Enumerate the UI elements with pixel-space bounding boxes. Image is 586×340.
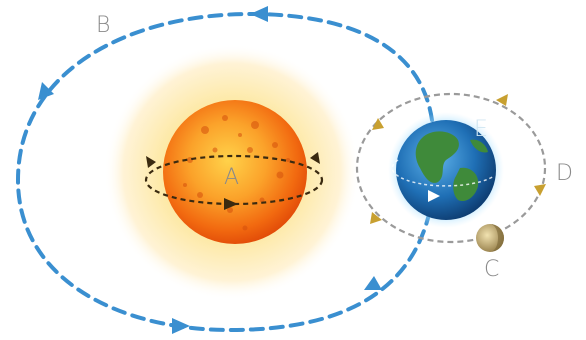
earth-continents <box>415 131 488 202</box>
sun-rotation-arrow-front <box>224 198 238 210</box>
label-d: D <box>556 161 573 186</box>
outer-orbit-arrow-left <box>38 82 54 100</box>
sun-rotation-path <box>144 154 324 206</box>
earth-orbit-path <box>355 92 547 244</box>
moon-arrow-bottom-left <box>370 212 382 224</box>
moon-arrow-top <box>496 94 508 106</box>
label-c: C <box>484 257 499 282</box>
sun-rotation-arrow-right <box>310 152 320 164</box>
moon-arrow-left <box>372 118 384 130</box>
outer-orbit-arrow-right <box>364 276 382 290</box>
sun-spots <box>183 115 290 231</box>
label-e: E <box>474 117 488 142</box>
moon-shadow <box>490 224 504 252</box>
sun <box>163 100 307 244</box>
outer-orbit-arrow-top <box>250 6 268 22</box>
label-a: A <box>224 165 239 190</box>
earth-rotation-arrow <box>428 190 440 202</box>
outer-orbit-path <box>15 11 434 333</box>
earth-rotation-path <box>391 159 495 187</box>
sun-rotation-arrow-left <box>146 156 156 168</box>
outer-orbit-arrow-bottom <box>172 318 190 334</box>
label-b: B <box>96 13 110 38</box>
moon-arrow-right <box>534 184 546 196</box>
